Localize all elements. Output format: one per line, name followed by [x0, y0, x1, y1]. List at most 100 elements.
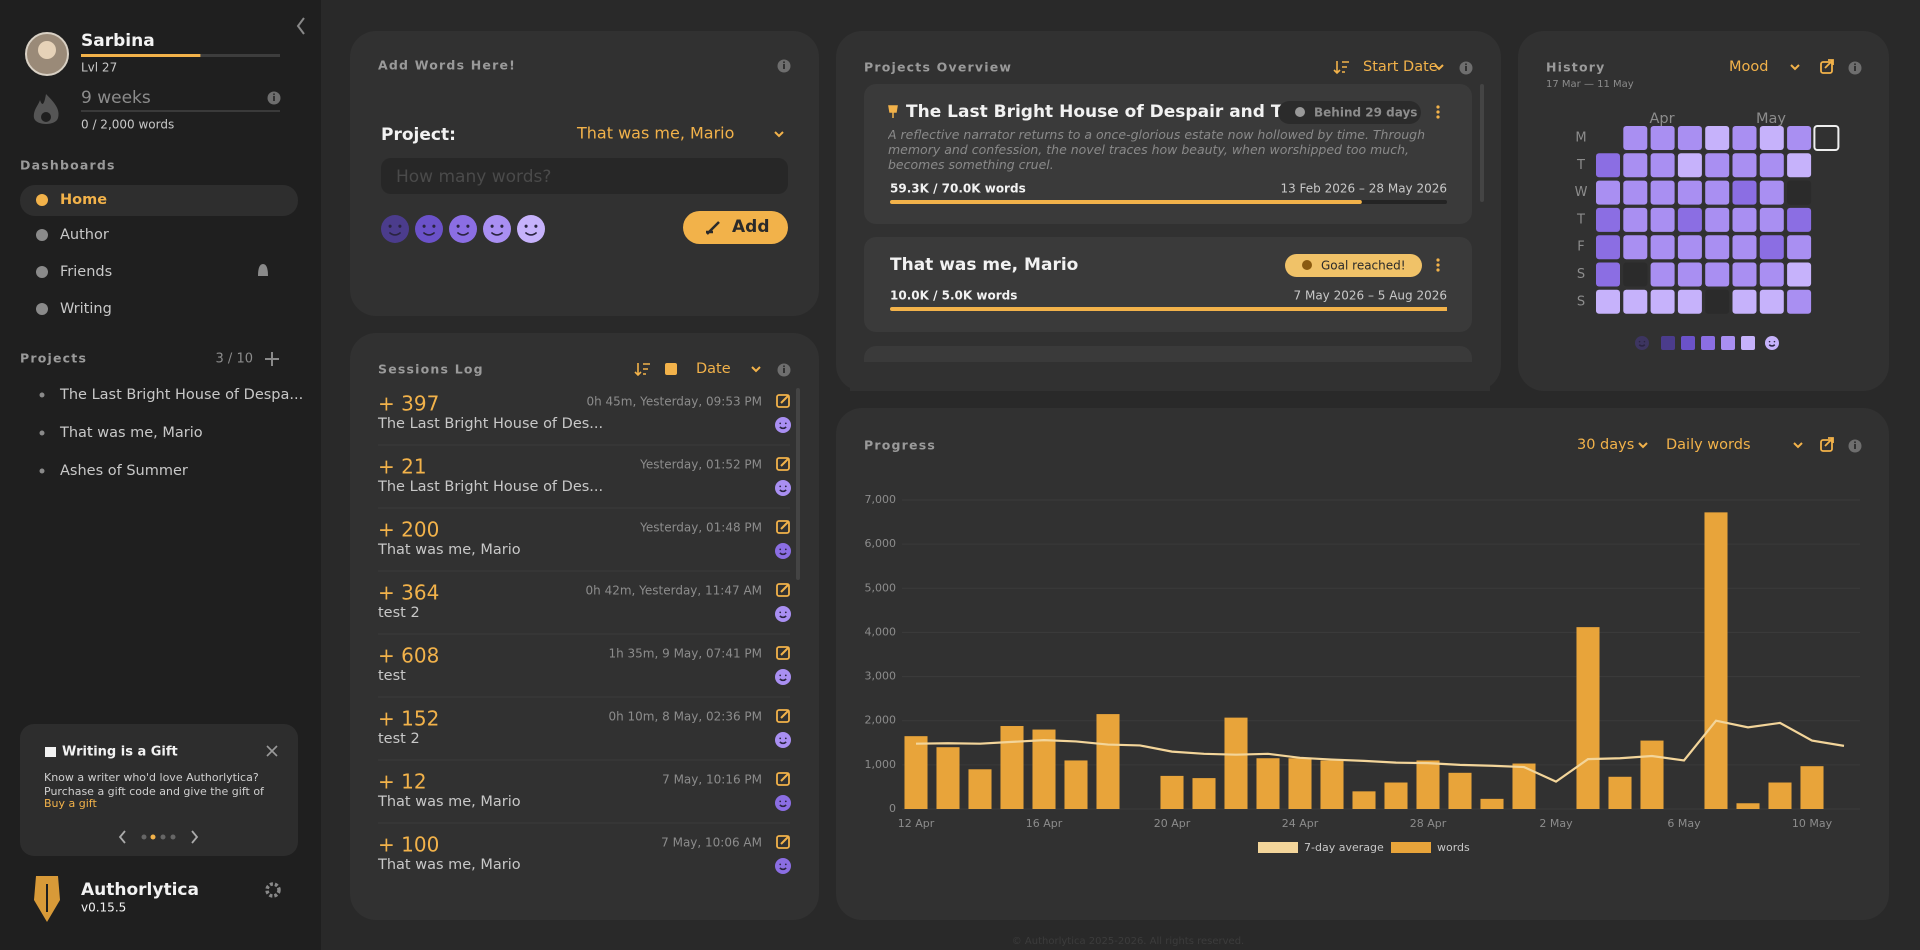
chevron[interactable]: [1793, 442, 1803, 449]
nav-item[interactable]: Friends: [60, 264, 112, 280]
mood-cell[interactable]: [1596, 207, 1620, 232]
mood-cell[interactable]: [1705, 262, 1730, 287]
sort-icon[interactable]: [634, 363, 650, 377]
mood-cell[interactable]: [1677, 207, 1702, 232]
kebab-dot[interactable]: [1436, 268, 1440, 272]
mood-cell[interactable]: [1787, 126, 1812, 150]
mood-cell[interactable]: [1623, 180, 1648, 205]
mood-cell[interactable]: [1650, 289, 1675, 314]
mood-cell[interactable]: [1787, 180, 1812, 205]
legend-label[interactable]: 7-day average: [1304, 841, 1384, 854]
project-select[interactable]: That was me, Mario: [576, 124, 734, 143]
pager-dot[interactable]: [160, 834, 166, 840]
mood-cell[interactable]: [1677, 235, 1702, 260]
edit-icon[interactable]: [776, 772, 790, 786]
mood-cell[interactable]: [1813, 125, 1840, 151]
metric-select[interactable]: Mood: [1729, 59, 1768, 75]
mood-cell[interactable]: [1705, 235, 1730, 260]
pager-prev[interactable]: [118, 830, 126, 844]
close-icon[interactable]: [266, 745, 278, 757]
sort-select[interactable]: Start Date: [1363, 59, 1438, 75]
sort-select[interactable]: Date: [696, 361, 731, 377]
kebab-dot[interactable]: [1436, 115, 1440, 119]
period-select[interactable]: 30 days: [1577, 437, 1634, 453]
mood-face[interactable]: [483, 215, 511, 243]
mood-cell[interactable]: [1787, 235, 1812, 260]
mood-cell[interactable]: [1732, 207, 1757, 232]
mood-cell[interactable]: [1677, 262, 1702, 287]
gift-link[interactable]: Buy a gift: [44, 797, 97, 810]
pager-dot[interactable]: [150, 834, 156, 840]
kebab-dot[interactable]: [1436, 263, 1440, 267]
legend-swatch[interactable]: [1258, 842, 1298, 853]
mood-cell[interactable]: [1787, 289, 1812, 314]
kebab-dot[interactable]: [1436, 110, 1440, 114]
checkbox[interactable]: [665, 363, 677, 375]
mood-cell[interactable]: [1787, 262, 1812, 287]
mood-cell[interactable]: [1705, 207, 1730, 232]
mood-cell[interactable]: [1759, 289, 1784, 314]
mood-cell[interactable]: [1596, 153, 1620, 178]
mood-cell[interactable]: [1596, 289, 1620, 314]
mood-cell[interactable]: [1759, 153, 1784, 178]
pager-dot[interactable]: [170, 834, 176, 840]
legend-swatch[interactable]: [1391, 842, 1431, 853]
edit-icon[interactable]: [776, 646, 790, 660]
mood-cell[interactable]: [1596, 180, 1620, 205]
add-project[interactable]: [265, 352, 279, 366]
project-link[interactable]: That was me, Mario: [59, 425, 203, 441]
mood-face[interactable]: [517, 215, 545, 243]
mood-cell[interactable]: [1650, 153, 1675, 178]
mood-cell[interactable]: [1705, 180, 1730, 205]
project-link[interactable]: Ashes of Summer: [60, 463, 188, 479]
mood-cell[interactable]: [1787, 207, 1812, 232]
share-icon[interactable]: [1820, 61, 1833, 74]
nav-item[interactable]: Writing: [60, 301, 112, 317]
mood-cell[interactable]: [1677, 289, 1702, 314]
mood-cell[interactable]: [1623, 153, 1648, 178]
chevron[interactable]: [1434, 64, 1444, 71]
pager-next[interactable]: [191, 830, 199, 844]
mood-cell[interactable]: [1759, 207, 1784, 232]
mood-cell[interactable]: [1623, 207, 1648, 232]
edit-icon[interactable]: [776, 583, 790, 597]
mood-cell[interactable]: [1732, 289, 1757, 314]
mood-face[interactable]: [415, 215, 443, 243]
edit-icon[interactable]: [776, 520, 790, 534]
mood-cell[interactable]: [1759, 126, 1784, 150]
chevron[interactable]: [1638, 442, 1648, 449]
chevron[interactable]: [751, 366, 761, 373]
edit-icon[interactable]: [776, 394, 790, 408]
mood-cell[interactable]: [1705, 126, 1730, 150]
mood-cell[interactable]: [1787, 153, 1812, 178]
mood-cell[interactable]: [1677, 153, 1702, 178]
nav-item[interactable]: Home: [60, 192, 107, 208]
kebab-dot[interactable]: [1436, 105, 1440, 109]
chevron[interactable]: [774, 131, 784, 138]
mood-cell[interactable]: [1732, 235, 1757, 260]
mood-cell[interactable]: [1650, 126, 1675, 150]
mood-cell[interactable]: [1623, 126, 1648, 150]
sort-icon[interactable]: [1333, 61, 1349, 75]
mood-cell[interactable]: [1650, 180, 1675, 205]
add-button[interactable]: [683, 211, 788, 244]
mood-cell[interactable]: [1732, 180, 1757, 205]
project-card[interactable]: [864, 237, 1472, 332]
mood-cell[interactable]: [1596, 235, 1620, 260]
mood-face[interactable]: [449, 215, 477, 243]
mood-cell[interactable]: [1623, 289, 1648, 314]
edit-icon[interactable]: [776, 457, 790, 471]
chevron[interactable]: [1790, 64, 1800, 71]
mood-cell[interactable]: [1650, 207, 1675, 232]
mood-cell[interactable]: [1596, 262, 1620, 287]
mood-cell[interactable]: [1732, 262, 1757, 287]
word-input[interactable]: [381, 158, 788, 194]
mood-cell[interactable]: [1623, 262, 1648, 287]
add-button-label[interactable]: Add: [732, 217, 770, 237]
mood-cell[interactable]: [1759, 235, 1784, 260]
mood-cell[interactable]: [1677, 180, 1702, 205]
mood-cell[interactable]: [1705, 289, 1730, 314]
mood-cell[interactable]: [1732, 153, 1757, 178]
edit-icon[interactable]: [776, 709, 790, 723]
share-icon[interactable]: [1820, 439, 1833, 452]
